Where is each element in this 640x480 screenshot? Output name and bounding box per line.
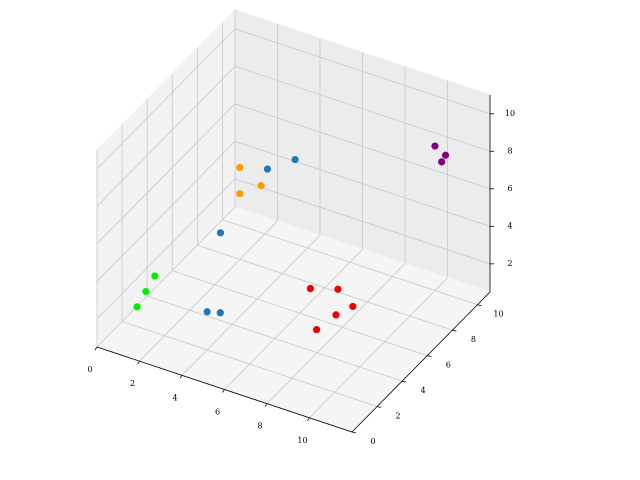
y-axis xyxy=(351,291,491,433)
point xyxy=(263,165,272,173)
point xyxy=(431,142,439,150)
z-tick-label: 2 xyxy=(507,259,512,268)
point xyxy=(334,285,342,293)
point xyxy=(438,158,446,166)
tick-mark xyxy=(452,329,457,332)
tick-mark xyxy=(222,389,225,393)
tick-mark xyxy=(264,403,268,407)
grid-line xyxy=(234,103,491,190)
z-tick-label: 6 xyxy=(507,184,512,193)
point xyxy=(291,155,299,164)
grid-line xyxy=(181,235,321,376)
grid-line xyxy=(96,66,236,207)
z-tick-label: 8 xyxy=(507,146,512,155)
point xyxy=(349,302,357,311)
y-tick-label: 0 xyxy=(370,437,375,446)
grid-line xyxy=(234,28,491,115)
point xyxy=(203,308,211,316)
point xyxy=(151,272,159,280)
x-tick-label: 4 xyxy=(172,393,177,402)
grid-line xyxy=(96,103,236,245)
grid-line xyxy=(234,65,491,152)
grid-line xyxy=(96,206,236,348)
y-tick-label: 8 xyxy=(471,335,476,344)
tick-mark xyxy=(376,406,382,408)
grid-line xyxy=(96,178,236,320)
point xyxy=(142,287,150,296)
grid-line xyxy=(139,220,278,362)
grid-line xyxy=(266,263,406,404)
tick-mark xyxy=(427,355,432,358)
point xyxy=(312,326,321,334)
z-tick-label: 10 xyxy=(505,109,515,118)
tick-mark xyxy=(137,360,140,365)
tick-mark xyxy=(307,417,310,422)
y-tick-label: 10 xyxy=(493,310,503,319)
point xyxy=(216,309,224,317)
point xyxy=(236,190,244,198)
grid-line xyxy=(224,249,363,390)
grid-line xyxy=(96,141,236,282)
x-axis xyxy=(96,346,353,433)
tick-mark xyxy=(477,304,482,307)
x-tick-label: 6 xyxy=(215,408,220,417)
grid-line xyxy=(234,178,491,265)
x-tick-label: 10 xyxy=(297,436,307,445)
grid-line xyxy=(234,140,491,227)
x-tick-label: 8 xyxy=(257,422,262,431)
x-tick-label: 0 xyxy=(87,365,92,374)
y-tick-label: 2 xyxy=(396,412,401,421)
grid-line xyxy=(309,277,448,419)
grid-line xyxy=(222,219,478,306)
point xyxy=(306,284,314,293)
grid-line xyxy=(172,270,428,357)
point xyxy=(236,163,244,172)
y-tick-label: 6 xyxy=(446,361,451,370)
tick-mark xyxy=(402,380,407,383)
y-tick-label: 4 xyxy=(421,386,426,395)
point xyxy=(441,151,450,159)
grid-line xyxy=(197,244,453,331)
tick-mark xyxy=(351,431,357,434)
point xyxy=(216,229,225,237)
point xyxy=(332,311,340,319)
grid-line xyxy=(121,321,378,407)
z-tick-label: 4 xyxy=(507,221,512,230)
tick-mark xyxy=(179,375,183,379)
point xyxy=(133,303,141,311)
grid-line xyxy=(147,295,403,382)
point xyxy=(257,182,265,190)
x-tick-label: 2 xyxy=(130,379,135,388)
tick-mark xyxy=(94,346,98,351)
grid-line xyxy=(96,28,236,170)
